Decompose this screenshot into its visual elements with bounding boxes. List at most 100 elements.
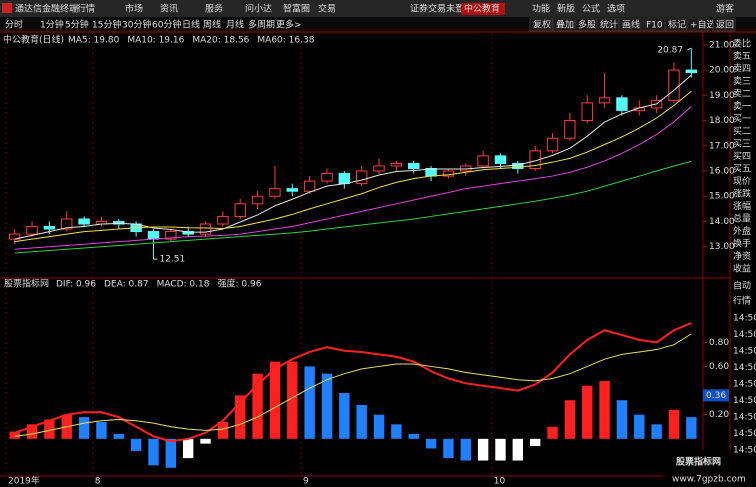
tool-button[interactable]: 多股 [578,19,596,31]
candle-body [408,162,420,169]
macd-bar [686,417,697,439]
y-tick-label: 16.00 [709,167,735,177]
side-tab[interactable]: 自动 [733,280,751,292]
watermark-url: www.7gpzb.com [672,475,746,485]
candle-body [199,223,212,235]
candle-body [303,180,316,192]
macd-bar [564,400,576,439]
y-tick-label: 14.00 [709,217,735,227]
tool-button[interactable]: 标记 [668,19,686,31]
period-button[interactable]: 多周期 [248,19,275,31]
menu-item[interactable]: 服务 [205,3,223,15]
legend-item: 强度: 0.96 [217,278,261,290]
macd-bar [512,438,524,461]
quote-label: 卖二 [733,89,751,100]
candle-body [494,155,507,164]
line [14,106,692,250]
macd-bar [217,421,229,439]
watermark-title: 股票指标网 [676,456,721,468]
period-button[interactable]: 60分钟 [152,19,181,31]
candle-body [338,173,351,185]
period-button[interactable]: 5分钟 [65,19,89,31]
tool-item[interactable]: 选项 [607,3,625,15]
menu-item[interactable]: 智富圈 [283,3,310,15]
tool-button[interactable]: 统计 [600,19,618,31]
period-button[interactable]: 1分钟 [40,19,64,31]
macd-bar [304,366,315,439]
period-button[interactable]: 日线 [182,19,200,31]
candle-body [581,102,593,122]
trade-time: 14:50 [733,380,756,390]
period-button[interactable]: 更多> [276,19,302,31]
macd-bar [425,438,437,449]
period-button[interactable]: 月线 [226,19,244,31]
period-button[interactable]: 周线 [203,19,221,31]
candle-body [165,231,177,240]
tool-button[interactable]: 画线 [622,19,640,31]
tool-button[interactable]: F10 [646,21,663,31]
stock-name[interactable]: 中公教育 [464,3,500,15]
side-tab[interactable]: 行情 [733,295,751,307]
x-tick-label: 2019年 [8,475,40,487]
macd-bar [321,373,333,439]
y-tick-label: 0.60 [709,362,729,372]
watermark-bg [663,450,756,487]
legend-item: MA5: 19.80 [68,36,120,46]
line [14,322,692,443]
legend-item: MA10: 19.16 [127,36,184,46]
candle-body [598,97,611,104]
macd-bar [495,438,506,461]
user[interactable]: 游客 [716,3,734,15]
panel-title: 股票指标网 [4,278,49,290]
app-icon [2,3,12,13]
y-tick-label: 19.00 [709,91,735,101]
tool-item[interactable]: 功能 [532,3,550,15]
menu-item[interactable]: 交易 [318,3,336,15]
legend-item: MA60: 16.38 [257,36,314,46]
macd-bar [182,438,194,459]
quote-label: 涨跌 [733,189,751,200]
menu-item[interactable]: 问小达 [245,3,272,15]
macd-bar [356,405,367,439]
trade-time: 14:50 [733,314,756,324]
candle-body [217,215,229,225]
candle-body [61,218,73,230]
candle-body [685,69,698,74]
macd-bar [529,438,541,447]
tool-button-bg [618,17,642,32]
tool-item[interactable]: 公式 [582,3,600,15]
trade-time: 14:50 [733,330,756,340]
menu-item[interactable]: 资讯 [160,4,178,15]
period-button[interactable]: 分时 [5,19,23,31]
tool-button[interactable]: 复权 [533,19,551,31]
menu-item[interactable]: 行情 [77,3,95,15]
login-status[interactable]: 证券交易未登录 [410,3,473,15]
tool-button[interactable]: 叠加 [556,20,574,31]
period-button[interactable]: 15分钟 [92,19,121,31]
quote-label: 外盘 [733,225,751,237]
tool-item[interactable]: 新版 [557,3,575,15]
tool-button[interactable]: +自选 [690,19,716,31]
macd-bar [599,380,610,439]
macd-bar [460,438,471,461]
menu-item[interactable]: 市场 [125,3,143,15]
macd-bar [165,438,177,468]
legend-item: MA20: 18.56 [192,36,249,46]
macd-bar [651,424,662,439]
tool-button-bg [529,17,553,32]
candle-body [113,220,125,225]
period-button[interactable]: 30分钟 [122,19,151,31]
candle-body [147,231,160,240]
line [14,90,692,243]
chart-title: 中公教育(日线) [3,34,64,46]
low-annotation: 12.51 [159,255,185,265]
legend-item: DIF: 0.96 [56,280,96,290]
y-tick-label: 21.00 [709,40,735,50]
tool-button[interactable]: 返回 [716,19,734,31]
macd-bar [616,400,628,439]
trade-time: 14:50 [733,429,756,439]
macd-bar [235,395,246,439]
tool-button-bg [686,17,710,32]
x-tick-label: 9 [303,477,309,487]
